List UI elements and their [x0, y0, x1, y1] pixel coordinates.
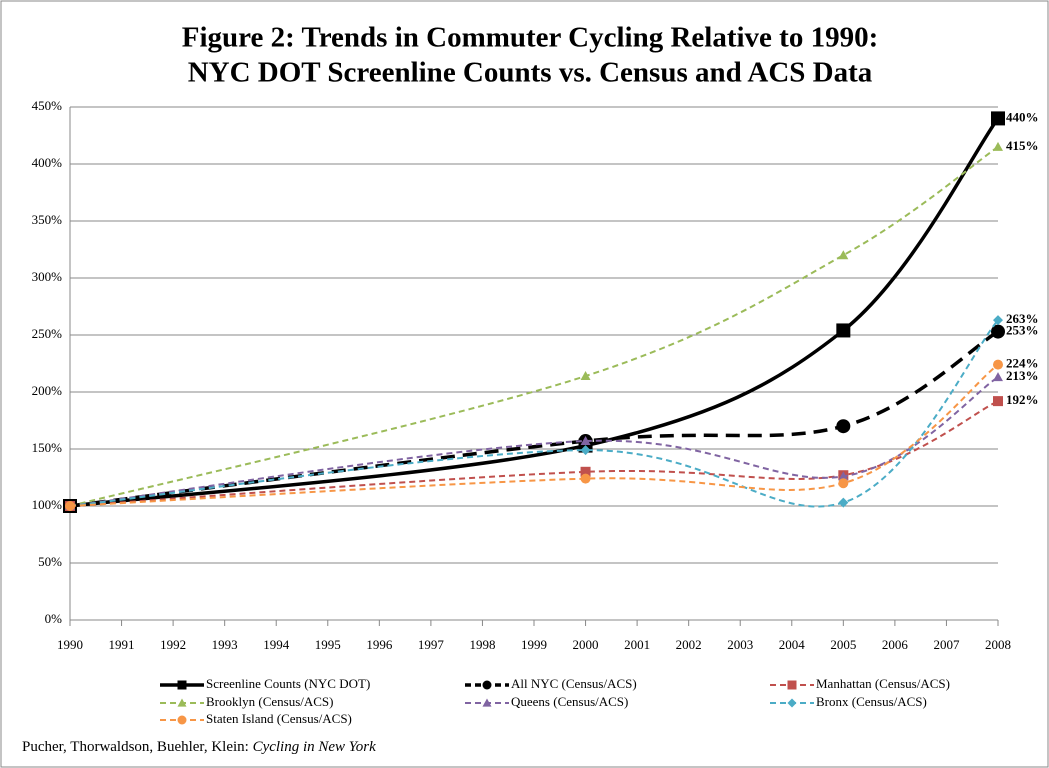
data-label: 253% [1006, 323, 1039, 338]
y-tick-label: 350% [32, 212, 63, 227]
marker [836, 419, 851, 434]
marker [993, 372, 1003, 382]
series-line [69, 146, 999, 507]
chart-subtitle: NYC DOT Screenline Counts vs. Census and… [188, 57, 873, 89]
marker [580, 436, 591, 446]
x-tick-label: 1990 [57, 637, 83, 652]
x-tick-label: 1992 [160, 637, 186, 652]
legend-label: Screenline Counts (NYC DOT) [206, 676, 370, 691]
x-tick-label: 2004 [779, 637, 806, 652]
legend-label: All NYC (Census/ACS) [511, 676, 637, 691]
source-authors: Pucher, Thorwaldson, Buehler, Klein: [22, 739, 253, 755]
marker [787, 680, 797, 690]
series-line [69, 117, 1000, 508]
marker [838, 250, 849, 260]
legend-label: Bronx (Census/ACS) [816, 694, 927, 709]
marker [993, 141, 1003, 151]
data-label: 213% [1006, 368, 1039, 383]
x-tick-label: 2003 [727, 637, 753, 652]
y-tick-label: 200% [32, 383, 63, 398]
x-tick-label: 2007 [933, 637, 960, 652]
y-tick-label: 100% [32, 497, 63, 512]
marker [65, 501, 75, 511]
series-line [69, 376, 999, 507]
y-tick-label: 250% [32, 326, 63, 341]
x-tick-label: 1993 [212, 637, 238, 652]
y-tick-label: 400% [32, 155, 63, 170]
y-tick-label: 150% [32, 440, 63, 455]
y-tick-label: 0% [45, 611, 63, 626]
y-tick-label: 300% [32, 269, 63, 284]
data-label: 224% [1006, 356, 1039, 371]
legend-label: Brooklyn (Census/ACS) [206, 694, 333, 709]
marker [991, 324, 1005, 339]
marker [177, 680, 187, 690]
x-tick-label: 2002 [676, 637, 702, 652]
y-tick-label: 450% [32, 98, 63, 113]
chart-title: Figure 2: Trends in Commuter Cycling Rel… [182, 22, 878, 54]
source-title: Cycling in New York [253, 739, 377, 755]
series-line [69, 363, 999, 507]
x-tick-label: 1994 [263, 637, 290, 652]
x-tick-label: 1995 [315, 637, 341, 652]
marker [580, 445, 591, 456]
marker [838, 478, 849, 489]
x-tick-label: 2005 [830, 637, 856, 652]
data-label: 440% [1006, 109, 1039, 124]
marker [836, 323, 851, 338]
marker [991, 111, 1005, 126]
marker [787, 698, 797, 708]
marker [993, 359, 1003, 370]
marker [838, 471, 849, 481]
x-tick-label: 1997 [418, 637, 445, 652]
marker [177, 715, 187, 725]
data-label: 263% [1006, 311, 1039, 326]
x-tick-label: 2000 [573, 637, 599, 652]
series-line [69, 330, 999, 508]
marker [580, 466, 591, 477]
x-tick-label: 1998 [469, 637, 495, 652]
x-tick-label: 1999 [521, 637, 547, 652]
x-tick-label: 2008 [985, 637, 1011, 652]
legend-label: Manhattan (Census/ACS) [816, 676, 950, 691]
marker [482, 680, 492, 690]
x-tick-label: 2006 [882, 637, 909, 652]
data-label: 415% [1006, 138, 1039, 153]
marker [482, 698, 492, 707]
series-line [69, 319, 999, 508]
data-label: 192% [1006, 392, 1039, 407]
marker [838, 497, 849, 508]
source: Pucher, Thorwaldson, Buehler, Klein: Cyc… [22, 739, 376, 755]
marker [177, 698, 187, 707]
x-tick-label: 1991 [109, 637, 135, 652]
marker [580, 371, 591, 381]
legend-label: Staten Island (Census/ACS) [206, 711, 352, 726]
marker [993, 396, 1003, 407]
marker [580, 473, 591, 484]
legend-label: Queens (Census/ACS) [511, 694, 628, 709]
x-tick-label: 1996 [366, 637, 393, 652]
y-tick-label: 50% [38, 554, 62, 569]
x-tick-label: 2001 [624, 637, 650, 652]
marker [993, 315, 1003, 326]
